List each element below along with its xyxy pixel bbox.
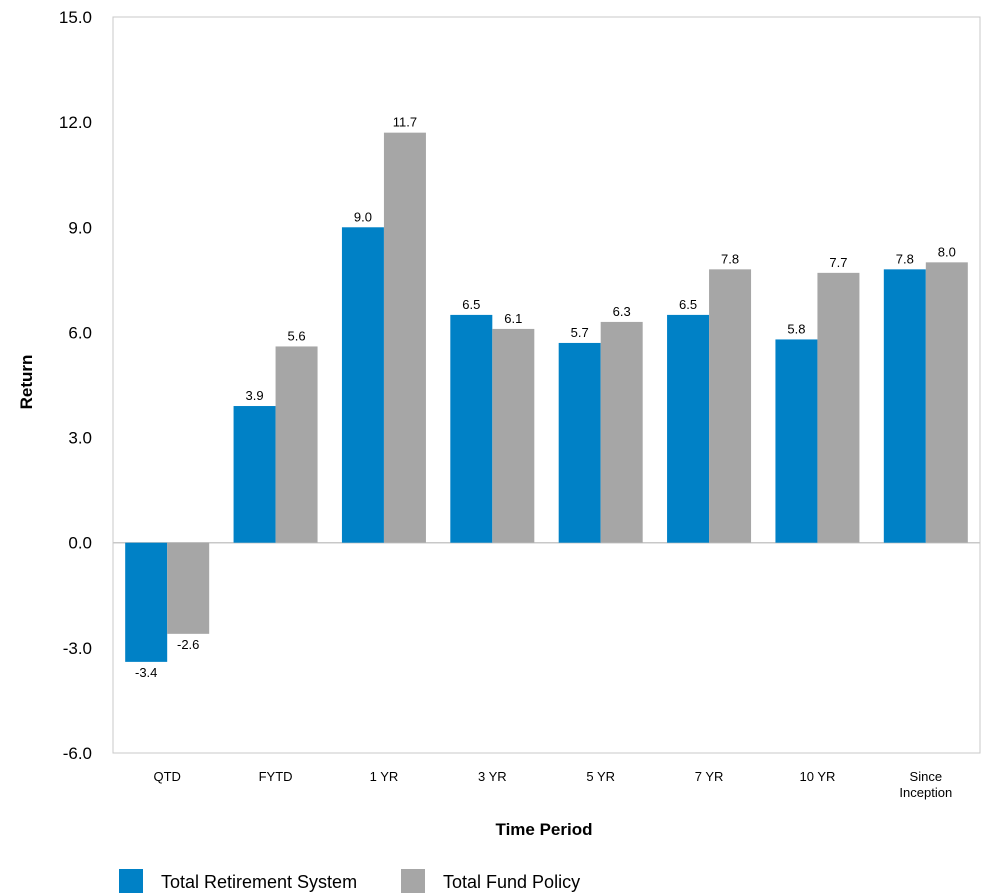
legend-swatch-total-fund-policy bbox=[401, 869, 425, 893]
data-label: 6.5 bbox=[679, 297, 697, 312]
x-tick-label: 10 YR bbox=[799, 769, 835, 784]
legend-label-total-retirement-system: Total Retirement System bbox=[161, 872, 357, 892]
x-tick-label: 1 YR bbox=[370, 769, 399, 784]
bars bbox=[125, 132, 968, 662]
bar bbox=[883, 269, 926, 543]
bar bbox=[709, 269, 752, 543]
plot-area-border bbox=[112, 16, 981, 754]
data-label: 9.0 bbox=[354, 209, 372, 224]
bar bbox=[817, 272, 860, 543]
x-tick-label: Since bbox=[910, 769, 943, 784]
bar bbox=[492, 328, 535, 543]
legend-label-total-fund-policy: Total Fund Policy bbox=[443, 872, 580, 892]
y-tick-label: 12.0 bbox=[59, 113, 92, 132]
data-label: 7.8 bbox=[721, 251, 739, 266]
y-tick-label: 3.0 bbox=[68, 429, 92, 448]
bar bbox=[275, 346, 318, 543]
x-tick-label: Inception bbox=[899, 785, 952, 800]
x-axis-title: Time Period bbox=[496, 820, 593, 839]
data-label: 5.6 bbox=[288, 328, 306, 343]
bar bbox=[775, 339, 818, 543]
data-label: 6.3 bbox=[613, 304, 631, 319]
y-tick-label: 15.0 bbox=[59, 8, 92, 27]
y-tick-label: -6.0 bbox=[63, 744, 92, 763]
data-label: 7.8 bbox=[896, 251, 914, 266]
y-tick-label: 9.0 bbox=[68, 218, 92, 237]
bar bbox=[341, 227, 384, 543]
data-label: 6.1 bbox=[504, 311, 522, 326]
data-label: 11.7 bbox=[393, 115, 417, 130]
x-tick-label: 7 YR bbox=[695, 769, 724, 784]
x-tick-label: FYTD bbox=[259, 769, 293, 784]
x-axis-labels: QTD FYTD 1 YR 3 YR 5 YR 7 YR 10 YR SinceIncepti… bbox=[153, 769, 952, 800]
x-tick-label: QTD bbox=[153, 769, 180, 784]
legend: Total Retirement System Total Fund Polic… bbox=[119, 869, 580, 893]
bar bbox=[450, 314, 493, 543]
data-label: 8.0 bbox=[938, 244, 956, 259]
bar bbox=[125, 542, 168, 662]
y-axis-title: Return bbox=[17, 355, 36, 410]
y-tick-label: 0.0 bbox=[68, 534, 92, 553]
data-label: 5.8 bbox=[787, 321, 805, 336]
data-label: 5.7 bbox=[571, 325, 589, 340]
bar bbox=[558, 342, 601, 543]
data-label: 6.5 bbox=[462, 297, 480, 312]
y-axis-ticks: 15.0 12.0 9.0 6.0 3.0 0.0 -3.0 -6.0 bbox=[59, 8, 92, 763]
data-label: 7.7 bbox=[829, 255, 847, 270]
bar bbox=[667, 314, 710, 543]
y-tick-label: -3.0 bbox=[63, 639, 92, 658]
data-label: -2.6 bbox=[177, 637, 199, 652]
bar bbox=[600, 321, 643, 543]
bar bbox=[233, 406, 276, 543]
data-label: 3.9 bbox=[246, 388, 264, 403]
x-tick-label: 3 YR bbox=[478, 769, 507, 784]
data-labels: -3.4 -2.6 3.9 5.6 9.0 11.7 6.5 6.1 5.7 6.3 6.5 7.8 5… bbox=[135, 115, 956, 680]
x-tick-label: 5 YR bbox=[586, 769, 615, 784]
bar bbox=[167, 542, 210, 634]
data-label: -3.4 bbox=[135, 665, 157, 680]
bar bbox=[925, 262, 968, 543]
y-tick-label: 6.0 bbox=[68, 323, 92, 342]
legend-swatch-total-retirement-system bbox=[119, 869, 143, 893]
bar bbox=[383, 132, 426, 543]
